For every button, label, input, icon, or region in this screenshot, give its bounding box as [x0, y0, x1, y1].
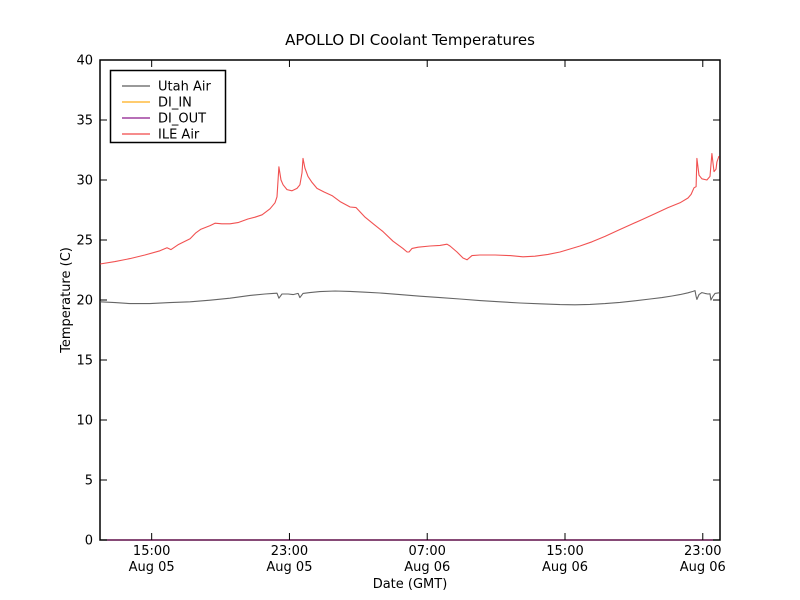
legend-item: Utah Air	[122, 80, 211, 95]
y-tick-label: 0	[85, 534, 93, 549]
legend-item: ILE Air	[122, 128, 200, 143]
chart-title: APOLLO DI Coolant Temperatures	[285, 31, 535, 49]
series-line-ile-air	[99, 153, 720, 265]
y-tick-label: 25	[76, 234, 93, 249]
y-tick-label: 30	[76, 174, 93, 189]
x-tick-label-date: Aug 06	[404, 560, 450, 575]
y-tick-label: 40	[76, 54, 93, 69]
legend-item: DI_OUT	[122, 112, 206, 127]
x-tick-label-time: 15:00	[133, 544, 170, 559]
x-tick-label-date: Aug 05	[129, 560, 175, 575]
x-tick-label-time: 23:00	[684, 544, 721, 559]
series-line-utah-air	[99, 290, 720, 306]
y-axis-label: Temperature (C)	[59, 247, 74, 354]
x-tick-label-time: 15:00	[546, 544, 583, 559]
y-tick-label: 35	[76, 114, 93, 129]
x-tick-label-date: Aug 06	[680, 560, 726, 575]
legend-item-label: DI_IN	[158, 96, 192, 111]
y-tick-label: 15	[76, 354, 93, 369]
legend-box	[109, 69, 227, 144]
x-tick-label-time: 07:00	[408, 544, 445, 559]
legend-item: DI_IN	[122, 96, 192, 111]
y-tick-label: 20	[76, 294, 93, 309]
y-tick-label: 10	[76, 414, 93, 429]
x-tick-label-date: Aug 05	[266, 560, 312, 575]
x-tick-label-date: Aug 06	[542, 560, 588, 575]
legend-item-label: ILE Air	[158, 128, 200, 143]
y-tick-label: 5	[85, 474, 93, 489]
legend-item-label: Utah Air	[158, 80, 211, 95]
x-tick-label-time: 23:00	[271, 544, 308, 559]
x-axis-label: Date (GMT)	[373, 577, 448, 592]
legend-item-label: DI_OUT	[158, 112, 206, 127]
